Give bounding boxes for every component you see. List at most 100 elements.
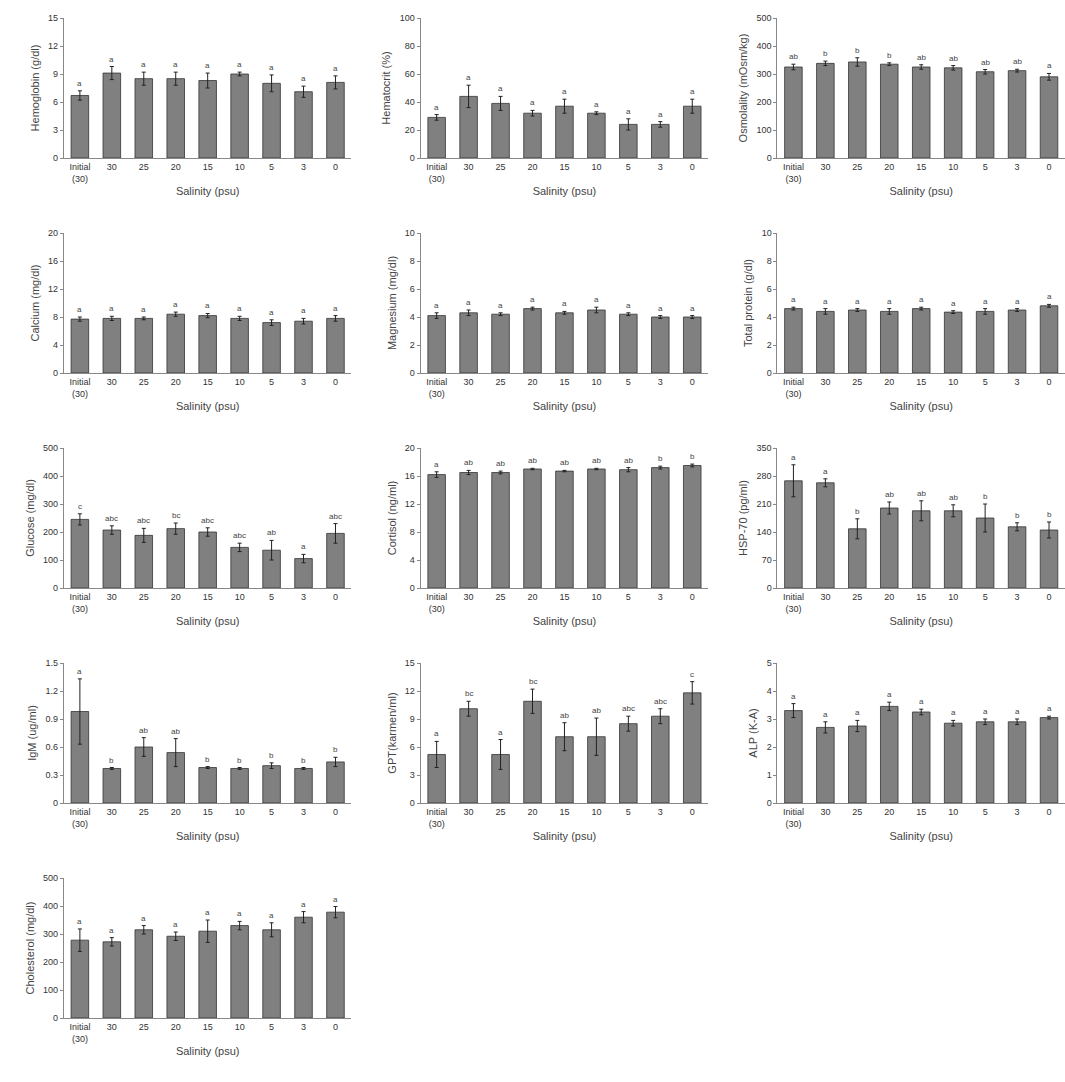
svg-text:ALP (K-A): ALP (K-A) bbox=[747, 708, 759, 757]
svg-text:0: 0 bbox=[333, 377, 338, 387]
svg-text:15: 15 bbox=[203, 377, 213, 387]
svg-text:4: 4 bbox=[410, 312, 415, 322]
svg-text:0: 0 bbox=[53, 798, 58, 808]
svg-text:280: 280 bbox=[757, 471, 772, 481]
svg-text:Initial(30): Initial(30) bbox=[783, 592, 804, 614]
svg-text:ab: ab bbox=[917, 53, 926, 62]
svg-text:10: 10 bbox=[235, 162, 245, 172]
svg-text:a: a bbox=[1047, 292, 1052, 301]
svg-text:Hematocrit (%): Hematocrit (%) bbox=[380, 51, 392, 124]
svg-text:abc: abc bbox=[201, 516, 214, 525]
svg-text:Initial(30): Initial(30) bbox=[426, 592, 447, 614]
svg-text:8: 8 bbox=[767, 256, 772, 266]
svg-text:200: 200 bbox=[43, 527, 58, 537]
svg-text:Salinity (psu): Salinity (psu) bbox=[889, 185, 953, 197]
svg-text:Salinity (psu): Salinity (psu) bbox=[533, 400, 597, 412]
svg-text:a: a bbox=[855, 708, 860, 717]
svg-text:20: 20 bbox=[171, 162, 181, 172]
svg-text:15: 15 bbox=[559, 807, 569, 817]
svg-text:a: a bbox=[205, 908, 210, 917]
svg-text:20: 20 bbox=[171, 592, 181, 602]
svg-text:Initial(30): Initial(30) bbox=[426, 377, 447, 399]
svg-text:3: 3 bbox=[1015, 807, 1020, 817]
svg-text:Calcium (mg/dl): Calcium (mg/dl) bbox=[29, 264, 41, 341]
svg-text:Magnesium (mg/dl): Magnesium (mg/dl) bbox=[386, 256, 398, 350]
svg-text:3: 3 bbox=[301, 592, 306, 602]
svg-text:15: 15 bbox=[203, 162, 213, 172]
svg-text:15: 15 bbox=[916, 377, 926, 387]
svg-text:25: 25 bbox=[139, 377, 149, 387]
svg-text:bc: bc bbox=[529, 677, 537, 686]
svg-text:ab: ab bbox=[981, 58, 990, 67]
svg-text:b: b bbox=[823, 49, 828, 58]
svg-text:a: a bbox=[237, 304, 242, 313]
svg-text:c: c bbox=[78, 502, 82, 511]
svg-text:20: 20 bbox=[527, 592, 537, 602]
svg-text:25: 25 bbox=[139, 807, 149, 817]
svg-text:5: 5 bbox=[626, 592, 631, 602]
svg-text:Salinity (psu): Salinity (psu) bbox=[176, 830, 240, 842]
svg-text:ab: ab bbox=[1013, 57, 1022, 66]
svg-text:b: b bbox=[333, 745, 338, 754]
svg-text:b: b bbox=[1015, 511, 1020, 520]
svg-text:30: 30 bbox=[107, 807, 117, 817]
svg-text:a: a bbox=[466, 298, 471, 307]
svg-text:20: 20 bbox=[405, 443, 415, 453]
svg-text:a: a bbox=[1015, 707, 1020, 716]
svg-text:30: 30 bbox=[464, 162, 474, 172]
svg-text:b: b bbox=[109, 756, 114, 765]
svg-text:10: 10 bbox=[591, 807, 601, 817]
svg-text:10: 10 bbox=[948, 592, 958, 602]
svg-text:c: c bbox=[690, 670, 694, 679]
svg-text:0.3: 0.3 bbox=[46, 770, 59, 780]
svg-text:ab: ab bbox=[789, 52, 798, 61]
svg-text:5: 5 bbox=[983, 592, 988, 602]
svg-text:a: a bbox=[626, 107, 631, 116]
svg-text:20: 20 bbox=[884, 377, 894, 387]
svg-text:ab: ab bbox=[171, 727, 180, 736]
svg-text:Total protein (g/dl): Total protein (g/dl) bbox=[742, 259, 754, 347]
svg-text:a: a bbox=[658, 304, 663, 313]
svg-text:30: 30 bbox=[464, 377, 474, 387]
svg-text:Salinity (psu): Salinity (psu) bbox=[533, 615, 597, 627]
svg-text:25: 25 bbox=[852, 377, 862, 387]
svg-text:5: 5 bbox=[767, 658, 772, 668]
svg-text:0: 0 bbox=[690, 592, 695, 602]
svg-text:ab: ab bbox=[464, 458, 473, 467]
svg-text:20: 20 bbox=[527, 377, 537, 387]
svg-text:0: 0 bbox=[53, 583, 58, 593]
svg-text:Salinity (psu): Salinity (psu) bbox=[889, 830, 953, 842]
svg-text:Cholesterol (mg/dl): Cholesterol (mg/dl) bbox=[24, 902, 36, 995]
svg-text:a: a bbox=[951, 708, 956, 717]
svg-text:a: a bbox=[887, 297, 892, 306]
svg-text:0: 0 bbox=[767, 368, 772, 378]
svg-text:abc: abc bbox=[654, 697, 667, 706]
svg-text:b: b bbox=[983, 492, 988, 501]
svg-text:a: a bbox=[77, 79, 82, 88]
svg-text:20: 20 bbox=[171, 377, 181, 387]
svg-text:a: a bbox=[498, 84, 503, 93]
svg-text:a: a bbox=[530, 98, 535, 107]
svg-text:Salinity (psu): Salinity (psu) bbox=[889, 615, 953, 627]
svg-text:4: 4 bbox=[767, 686, 772, 696]
svg-text:0: 0 bbox=[1047, 377, 1052, 387]
svg-text:6: 6 bbox=[767, 284, 772, 294]
svg-text:20: 20 bbox=[884, 807, 894, 817]
svg-text:a: a bbox=[1047, 704, 1052, 713]
svg-text:0: 0 bbox=[333, 592, 338, 602]
svg-text:4: 4 bbox=[767, 312, 772, 322]
svg-text:0: 0 bbox=[1047, 162, 1052, 172]
svg-text:ab: ab bbox=[560, 458, 569, 467]
svg-text:20: 20 bbox=[171, 807, 181, 817]
svg-text:10: 10 bbox=[591, 377, 601, 387]
svg-text:Hemoglobin (g/dl): Hemoglobin (g/dl) bbox=[29, 45, 41, 132]
svg-text:a: a bbox=[237, 909, 242, 918]
svg-text:a: a bbox=[434, 103, 439, 112]
svg-text:100: 100 bbox=[757, 125, 772, 135]
svg-text:3: 3 bbox=[410, 770, 415, 780]
svg-text:HSP-70 (pg/ml): HSP-70 (pg/ml) bbox=[737, 480, 749, 556]
svg-text:5: 5 bbox=[983, 377, 988, 387]
svg-text:3: 3 bbox=[301, 1022, 306, 1032]
svg-text:ab: ab bbox=[528, 456, 537, 465]
svg-text:25: 25 bbox=[852, 592, 862, 602]
